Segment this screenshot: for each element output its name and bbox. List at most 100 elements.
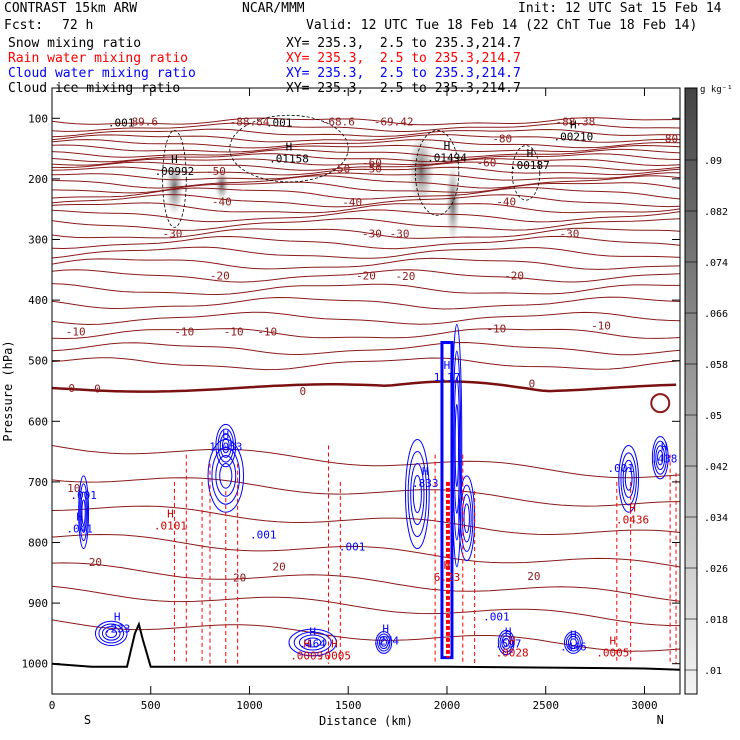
temperature-contour-label: -10	[66, 326, 86, 339]
field-snow-name: Snow mixing ratio	[8, 36, 142, 51]
cloud-water-contour	[101, 626, 121, 641]
y-tick-label: 100	[28, 112, 48, 125]
cloud-water-contour	[569, 638, 577, 647]
temperature-contour	[52, 117, 680, 126]
cloud-water-contour	[293, 631, 332, 654]
colorbar-label: .034	[704, 513, 728, 524]
freezing-level-contour	[52, 380, 677, 393]
temperature-contour-label: -10	[174, 326, 194, 339]
temperature-contour	[52, 128, 680, 138]
cloud-water-contour	[78, 475, 90, 550]
cloud-water-contour	[501, 635, 512, 650]
colorbar-label: .018	[704, 615, 728, 626]
snow-maximum-label: .001	[266, 116, 293, 129]
temperature-extreme-label: 89.6	[132, 116, 159, 129]
temperature-contour	[52, 357, 680, 371]
cloud-water-contour	[657, 449, 664, 466]
snow-maximum-label: .001	[108, 116, 135, 129]
snow-maximum-label: .01158	[269, 153, 309, 166]
organization-title: NCAR/MMM	[242, 1, 305, 16]
temperature-contour-label: -20	[210, 269, 230, 282]
temperature-extreme-label: -69.42	[374, 116, 414, 129]
cloud-water-contour	[404, 438, 430, 550]
temperature-contour	[52, 161, 680, 171]
cloud-water-maximum-label: .001	[250, 528, 277, 541]
chart-title: CONTRAST 15km ARW	[4, 1, 138, 16]
cloud-water-contour	[79, 483, 88, 542]
cloud-water-contour	[217, 428, 234, 463]
field-cloud-water-name: Cloud water mixing ratio	[8, 66, 196, 81]
cloud-water-contour	[499, 632, 513, 653]
temperature-contour-label: -60	[477, 157, 497, 170]
temperature-contour-label: -10	[591, 320, 611, 333]
temperature-contour	[52, 341, 680, 356]
temperature-contour	[52, 477, 680, 507]
temperature-contour	[52, 311, 680, 326]
cloud-water-contour	[655, 445, 666, 471]
ice-shading	[165, 159, 184, 216]
y-axis-title: Pressure (hPa)	[1, 340, 15, 441]
valid-time: Valid: 12 UTC Tue 18 Feb 14 (22 ChT Tue …	[306, 18, 698, 33]
y-tick-label: 700	[28, 476, 48, 489]
temperature-extreme-label: -88.38	[555, 116, 595, 129]
cloud-water-maximum-marker: H	[570, 629, 577, 642]
snow-maximum-marker: H	[171, 153, 178, 166]
temperature-contour-label: -40	[496, 195, 516, 208]
cloud-water-contour	[377, 633, 391, 652]
temperature-contour	[52, 328, 680, 340]
cloud-water-contour	[651, 435, 669, 480]
forecast-value: 72 h	[62, 18, 94, 33]
south-endpoint-label: S	[84, 713, 91, 727]
cloud-water-contour	[304, 637, 322, 648]
temperature-contour	[52, 283, 680, 296]
rain-maximum-label: .0436	[616, 513, 649, 526]
cloud-water-maximum-label: .446	[560, 641, 587, 654]
colorbar-scale	[684, 87, 698, 695]
cloud-water-contour	[503, 637, 510, 648]
temperature-contour-label: -40	[212, 195, 232, 208]
temperature-contour	[52, 585, 680, 627]
temperature-contour	[52, 175, 680, 189]
cloud-water-contour	[288, 628, 337, 657]
colorbar-unit: g kg⁻¹	[700, 85, 733, 95]
temperature-contour	[52, 122, 680, 132]
temperature-contour	[52, 269, 680, 283]
temperature-contour-label: 0	[68, 382, 75, 395]
cloud-water-contour	[412, 474, 422, 514]
snow-maximum-marker: H	[444, 140, 451, 153]
cloud-water-contour	[219, 433, 232, 458]
forecast-label: Fcst:	[4, 18, 44, 33]
x-tick-label: 1500	[335, 699, 362, 712]
temperature-contour	[52, 202, 680, 214]
cloud-water-maximum-label: .438	[651, 453, 678, 466]
x-axis-title: Distance (km)	[319, 714, 413, 728]
temperature-contour-label: -10	[257, 326, 277, 339]
temperature-contour-label: -20	[396, 270, 416, 283]
rain-maximum-label: .0028	[496, 647, 529, 660]
temperature-contour-label: 20	[233, 572, 246, 585]
temperature-contour-label: 10	[67, 482, 80, 495]
temperature-contour	[52, 235, 680, 250]
temperature-contour-label: 20	[272, 561, 285, 574]
temperature-contour	[52, 193, 680, 208]
cloud-water-contour	[463, 503, 470, 534]
temperature-contour-label: -80	[492, 132, 512, 145]
field-rain-name: Rain water mixing ratio	[8, 51, 189, 66]
cloud-water-maximum-marker: H	[222, 429, 229, 442]
rain-maximum-marker: H	[303, 638, 310, 651]
temperature-contour	[52, 562, 680, 602]
y-tick-label: 200	[28, 173, 48, 186]
rain-maximum-label: 6.23	[434, 571, 461, 584]
temperature-contour	[52, 153, 680, 163]
temperature-contour-label: 0	[299, 385, 306, 398]
y-tick-label: 500	[28, 355, 48, 368]
temperature-contour	[52, 133, 680, 143]
cloud-water-contour	[375, 631, 393, 654]
field-snow-xy: XY= 235.3, 2.5 to 235.3,214.7	[286, 36, 521, 51]
cloud-water-contour	[567, 635, 579, 650]
temperature-extreme-label: -68.6	[322, 116, 355, 129]
colorbar-label: .074	[704, 258, 728, 269]
cloud-ice-contour	[229, 114, 349, 183]
rain-maximum-label: .0101	[154, 519, 187, 532]
